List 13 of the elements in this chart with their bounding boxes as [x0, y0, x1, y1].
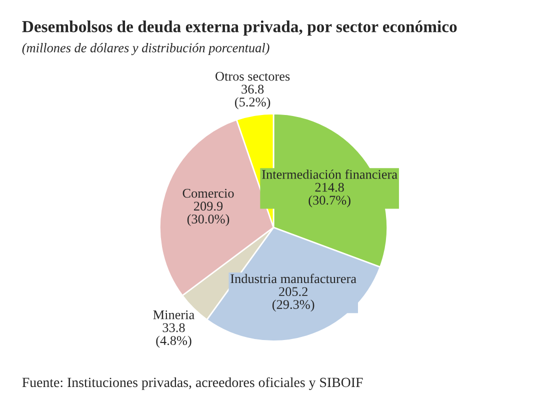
- slice-label: Otros sectores: [216, 72, 290, 81]
- slice-label: Mineria: [153, 310, 194, 320]
- source-note: Fuente: Instituciones privadas, acreedores oficiales y SIBOIF: [22, 377, 363, 390]
- slice-label: Intermediación financiera: [262, 169, 398, 179]
- data-label: 214.8 (30.7%): [308, 182, 350, 208]
- slice-label: Industria manufacturera: [230, 274, 356, 284]
- chart-subtitle: (millones de dólares y distribución porcentual): [22, 43, 270, 56]
- data-label: 36.8 (5.2%): [235, 84, 270, 110]
- chart-title: Desembolsos de deuda externa privada, por sector económico: [22, 20, 457, 36]
- slice-label: Comercio: [182, 188, 234, 198]
- data-label: 205.2 (29.3%): [272, 287, 314, 312]
- data-label: 209.9 (30.0%): [187, 202, 230, 226]
- data-label: 33.8 (4.8%): [156, 323, 192, 348]
